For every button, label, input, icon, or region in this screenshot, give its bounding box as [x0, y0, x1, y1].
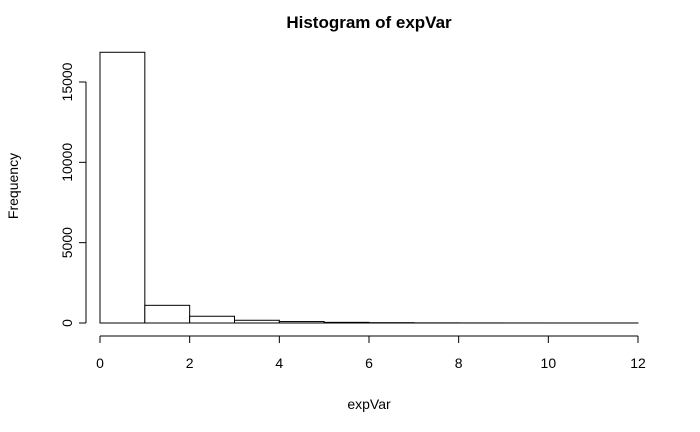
x-tick-label-0: 0 [96, 355, 104, 371]
x-tick-label-6: 12 [630, 355, 646, 371]
histogram-bar-0 [99, 51, 146, 324]
x-tick-label-5: 10 [541, 355, 557, 371]
chart-title: Histogram of expVar [286, 13, 452, 32]
y-tick-label-1: 5000 [59, 227, 75, 258]
x-tick-label-4: 8 [455, 355, 463, 371]
y-tick-label-0: 0 [59, 319, 75, 327]
histogram-bar-1 [144, 304, 191, 324]
y-tick-label-2: 10000 [59, 143, 75, 182]
histogram-bar-5 [323, 321, 370, 324]
y-tick-label-3: 15000 [59, 62, 75, 101]
y-axis-label: Frequency [5, 153, 21, 219]
x-tick-label-2: 4 [275, 355, 283, 371]
histogram-bar-2 [189, 315, 236, 324]
histogram-bar-4 [278, 321, 325, 324]
x-axis-label: expVar [347, 396, 391, 412]
x-tick-label-1: 2 [186, 355, 194, 371]
histogram-bar-3 [234, 319, 280, 324]
y-axis: 0 5000 10000 15000 [59, 62, 87, 327]
x-axis: 0 2 4 6 8 10 12 [96, 335, 646, 371]
bars-group [99, 51, 639, 324]
x-tick-label-3: 6 [365, 355, 373, 371]
